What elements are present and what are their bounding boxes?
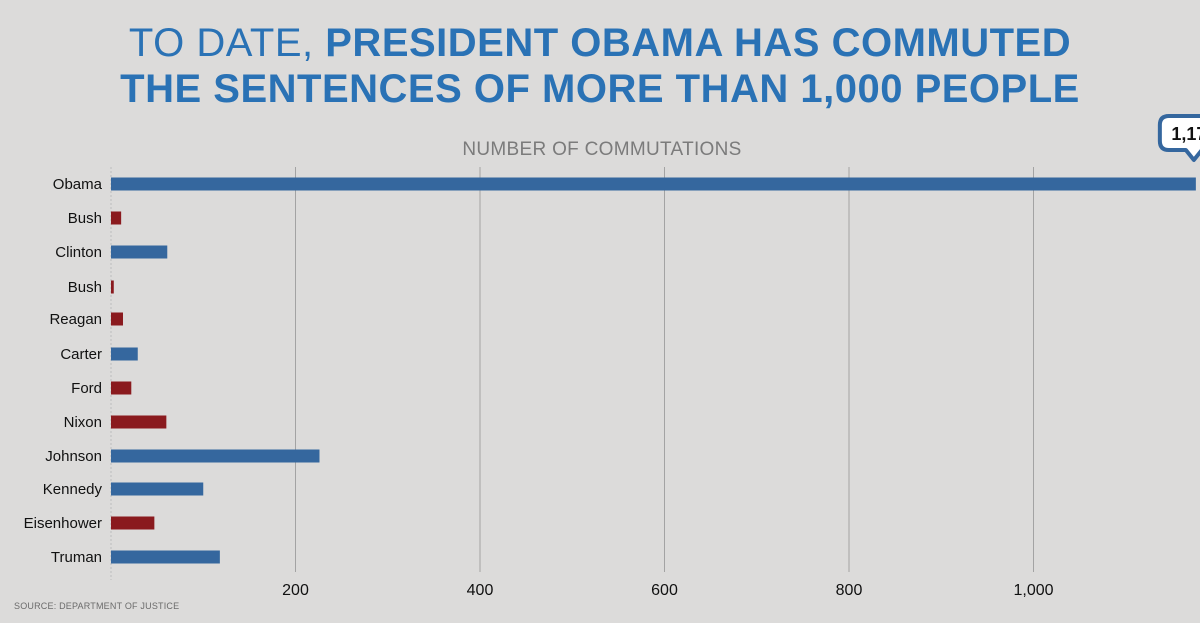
category-label: Bush	[68, 210, 102, 227]
category-label: Johnson	[45, 448, 102, 465]
x-tick-label: 400	[467, 582, 494, 599]
chart-title: TO DATE, PRESIDENT OBAMA HAS COMMUTED TH…	[0, 20, 1200, 112]
bar-clinton	[111, 245, 168, 259]
bar-nixon	[111, 415, 167, 429]
value-callout-label: 1,176	[1171, 124, 1200, 144]
category-label: Carter	[60, 346, 102, 363]
x-tick-label: 1,000	[1013, 582, 1053, 599]
bar-kennedy	[111, 482, 204, 496]
bar-johnson	[111, 449, 320, 463]
category-label: Truman	[51, 549, 102, 566]
category-label: Reagan	[49, 311, 102, 328]
title-bold-text-1: PRESIDENT OBAMA HAS COMMUTED	[325, 21, 1072, 65]
source-note: SOURCE: DEPARTMENT OF JUSTICE	[14, 601, 180, 611]
x-tick-label: 200	[282, 582, 309, 599]
category-label: Clinton	[55, 244, 102, 261]
axis-title: NUMBER OF COMMUTATIONS	[462, 139, 742, 160]
bar-ford	[111, 381, 132, 395]
bar-eisenhower	[111, 516, 155, 530]
category-label: Ford	[71, 380, 102, 397]
category-label: Obama	[53, 176, 103, 193]
category-label: Bush	[68, 279, 102, 296]
bar-bush	[111, 280, 114, 294]
value-callout	[1157, 114, 1200, 162]
x-tick-label: 800	[836, 582, 863, 599]
bar-reagan	[111, 312, 123, 326]
title-line-1: TO DATE, PRESIDENT OBAMA HAS COMMUTED	[0, 20, 1200, 66]
category-label: Nixon	[64, 414, 102, 431]
bar-carter	[111, 347, 138, 361]
x-tick-label: 600	[651, 582, 678, 599]
bar-bush	[111, 211, 122, 225]
bar-truman	[111, 550, 220, 564]
category-label: Eisenhower	[24, 515, 102, 532]
title-light-text: TO DATE,	[128, 21, 326, 65]
bar-obama	[111, 177, 1196, 191]
category-label: Kennedy	[43, 481, 103, 498]
title-line-2: THE SENTENCES OF MORE THAN 1,000 PEOPLE	[120, 67, 1080, 111]
